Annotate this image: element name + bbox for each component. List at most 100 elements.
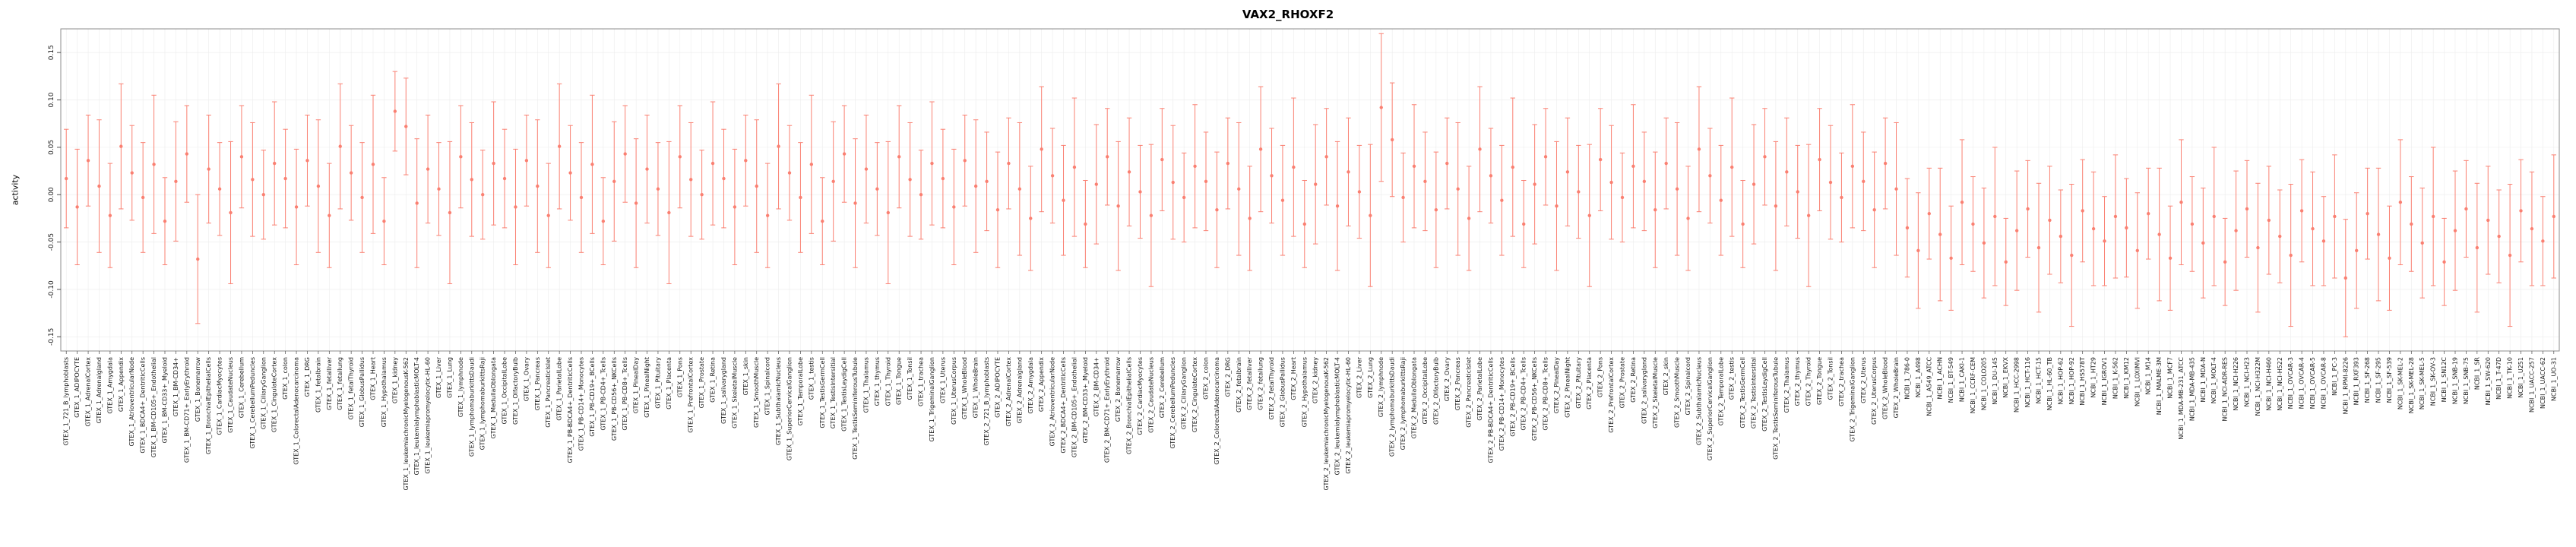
x-tick-label: GTEX_1_TestisLeydigCell bbox=[841, 357, 848, 432]
x-tick-label: GTEX_1_PinealNight bbox=[644, 357, 650, 418]
x-tick-label: GTEX_2_PB-CD56+_NKCells bbox=[1531, 357, 1538, 441]
data-point bbox=[185, 152, 189, 156]
x-tick-label: GTEX_1_Amygdala bbox=[106, 357, 113, 414]
data-point bbox=[1840, 195, 1843, 200]
data-point bbox=[2014, 229, 2019, 232]
data-point bbox=[2321, 239, 2326, 243]
data-point bbox=[1302, 222, 1306, 226]
data-point bbox=[973, 184, 978, 188]
x-tick-label: GTEX_1_skin bbox=[742, 357, 749, 396]
data-point bbox=[239, 155, 244, 159]
data-point bbox=[2343, 276, 2347, 280]
x-tick-label: GTEX_1_Adrenalgland bbox=[96, 357, 103, 423]
data-point bbox=[908, 178, 912, 182]
data-point bbox=[995, 207, 1000, 212]
x-tick-label: NCBI_1_COLO205 bbox=[1980, 357, 1987, 410]
data-point bbox=[2081, 209, 2084, 213]
data-point bbox=[1697, 147, 1701, 151]
data-point bbox=[163, 219, 167, 223]
x-tick-label: NCBI_1_NCI-H460 bbox=[2265, 357, 2272, 411]
x-tick-label: GTEX_2_Lung bbox=[1367, 357, 1374, 398]
data-point bbox=[294, 205, 299, 209]
x-tick-label: GTEX_2_leukemialymphoblasticMOLT-4 bbox=[1334, 357, 1341, 475]
data-point bbox=[1237, 187, 1241, 191]
data-point bbox=[75, 205, 79, 209]
data-point bbox=[2103, 239, 2106, 243]
x-tick-label: GTEX_1_BM-CD34+ bbox=[172, 357, 179, 416]
data-point bbox=[152, 163, 156, 166]
x-tick-label: GTEX_1_PancreaticIslet bbox=[545, 357, 552, 428]
data-point bbox=[590, 163, 594, 166]
x-tick-label: GTEX_1_Pituitary bbox=[654, 357, 661, 409]
x-tick-label: GTEX_1_TestisIntersitial bbox=[830, 357, 837, 428]
x-tick-label: GTEX_2_fetalbrain bbox=[1236, 357, 1242, 413]
x-tick-label: GTEX_2_Appendix bbox=[1038, 357, 1045, 412]
x-tick-label: GTEX_1_PinealDay bbox=[633, 357, 640, 413]
x-tick-label: GTEX_2_Ovary bbox=[1444, 357, 1451, 402]
data-point bbox=[1215, 207, 1219, 212]
x-tick-label: GTEX_1_BronchialEpithelialCells bbox=[205, 357, 212, 454]
x-tick-label: GTEX_2_ParietalLobe bbox=[1476, 357, 1483, 421]
x-tick-label: GTEX_1_DRG bbox=[304, 357, 311, 397]
x-tick-label: GTEX_1_leukemialymphoblasticMOLT-4 bbox=[413, 357, 420, 475]
data-point bbox=[1412, 164, 1416, 169]
data-point bbox=[1828, 180, 1833, 185]
x-tick-label: GTEX_2_BM-CD105+_Endothelial bbox=[1071, 357, 1078, 457]
x-tick-label: NCBI_1_U251 bbox=[2517, 357, 2524, 398]
data-point bbox=[1642, 179, 1647, 183]
data-point bbox=[2179, 201, 2183, 204]
x-tick-label: GTEX_2_PB-CD4+_Tcells bbox=[1521, 357, 1527, 431]
data-point bbox=[897, 155, 901, 159]
data-point bbox=[755, 184, 758, 188]
data-point bbox=[251, 178, 255, 182]
data-point bbox=[1434, 207, 1438, 212]
x-tick-label: GTEX_2_BM-CD34+ bbox=[1093, 357, 1100, 416]
x-tick-label: GTEX_2_PB-CD14+_Monocytes bbox=[1498, 357, 1505, 451]
x-tick-label: NCBI_1_EKVX bbox=[2002, 356, 2009, 397]
x-tick-label: GTEX_1_SmoothMuscle bbox=[753, 357, 760, 428]
x-tick-label: NCBI_1_786-0 bbox=[1904, 357, 1910, 400]
data-point bbox=[777, 144, 780, 148]
data-point bbox=[1850, 164, 1855, 169]
x-tick-label: GTEX_2_BDCA4+_DentriticCells bbox=[1060, 357, 1067, 454]
x-tick-label: GTEX_1_721_B_lymphoblasts bbox=[63, 357, 70, 446]
data-point bbox=[1862, 179, 1866, 183]
data-point bbox=[1818, 157, 1821, 162]
x-tick-label: GTEX_2_ColorectalAdenocarcinoma bbox=[1214, 357, 1220, 465]
data-point bbox=[710, 161, 715, 166]
x-tick-label: GTEX_2_fetallung bbox=[1258, 357, 1264, 410]
x-tick-label: GTEX_1_CiliaryGanglion bbox=[260, 357, 267, 429]
x-tick-label: GTEX_2_Pancreas bbox=[1454, 357, 1461, 410]
data-point bbox=[1084, 222, 1087, 226]
data-point bbox=[568, 171, 572, 175]
data-point bbox=[316, 184, 321, 188]
x-tick-label: GTEX_1_leukemiachronicMyelogenousK-562 bbox=[403, 357, 410, 490]
data-point bbox=[2486, 218, 2490, 223]
y-tick-label: -0.10 bbox=[48, 280, 55, 299]
data-point bbox=[174, 179, 178, 183]
x-tick-label: NCBI_1_CCRF-CEM bbox=[1970, 357, 1976, 413]
data-point bbox=[1314, 182, 1318, 186]
x-tick-label: GTEX_1_PrefrontalCortex bbox=[688, 357, 695, 433]
data-point bbox=[546, 213, 550, 217]
x-tick-label: GTEX_2_Amygdala bbox=[1027, 357, 1034, 414]
data-point bbox=[2168, 256, 2173, 260]
x-tick-label: GTEX_2_TestisLeydigCell bbox=[1761, 357, 1768, 432]
x-tick-label: GTEX_2_PrefrontalCortex bbox=[1608, 357, 1615, 433]
x-tick-label: NCBI_1_HS578T bbox=[2079, 357, 2086, 406]
data-point bbox=[1960, 201, 1964, 204]
x-tick-label: GTEX_2_Thalamus bbox=[1783, 357, 1790, 413]
x-tick-label: GTEX_1_Bonemarrow bbox=[195, 357, 201, 422]
x-tick-label: GTEX_2_TestisIntersitial bbox=[1751, 357, 1758, 428]
x-tick-label: GTEX_2_Pons bbox=[1597, 357, 1604, 397]
x-tick-label: GTEX_1_MedullaOblongata bbox=[490, 357, 497, 438]
x-tick-label: NCBI_1_MCF7 bbox=[2167, 357, 2174, 399]
data-point bbox=[1029, 217, 1033, 220]
x-tick-label: NCBI_1_UACC-62 bbox=[2540, 357, 2546, 409]
data-point bbox=[952, 205, 956, 209]
x-tick-label: NCBI_1_MOLT-4 bbox=[2210, 357, 2217, 403]
x-tick-label: GTEX_1_WholeBlood bbox=[961, 357, 968, 419]
x-tick-label: NCBI_1_ACHN bbox=[1937, 357, 1944, 399]
data-point bbox=[1357, 190, 1362, 194]
x-tick-label: NCBI_1_OVCAR-3 bbox=[2287, 357, 2294, 409]
